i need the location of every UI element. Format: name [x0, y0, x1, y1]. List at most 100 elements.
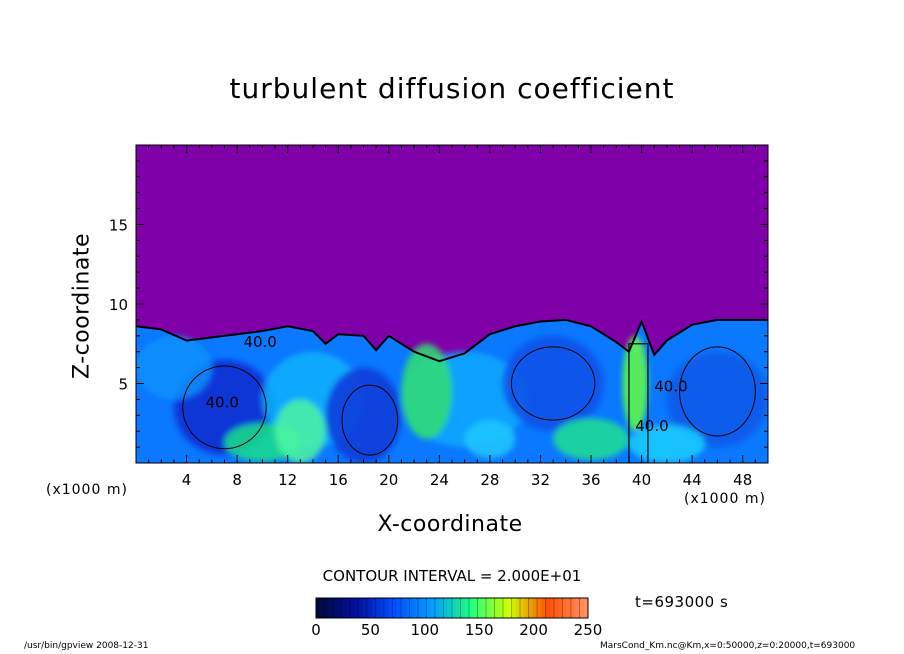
colorbar-segment	[367, 598, 372, 618]
colorbar-segment	[354, 598, 359, 618]
x-tick-label: 12	[278, 471, 297, 489]
colorbar-frame	[315, 597, 589, 619]
contour-label-2: 40.0	[654, 377, 687, 395]
eddy-blob-1	[136, 335, 212, 400]
colorbar-segment	[503, 598, 508, 618]
colorbar-segment	[401, 598, 406, 618]
eddy-blob-5	[502, 335, 604, 432]
y-tick-label: 15	[109, 217, 128, 235]
colorbar-segment	[422, 598, 427, 618]
colorbar-segment	[511, 598, 517, 618]
colorbar-segment	[490, 598, 495, 618]
colorbar-segment	[443, 598, 449, 618]
boundary-layer-contour	[136, 318, 768, 363]
plume-contour	[628, 343, 649, 463]
colorbar-segment	[460, 598, 466, 618]
colorbar-segment	[494, 598, 500, 618]
eddy-blob-8	[275, 399, 326, 463]
colorbar-segment	[541, 598, 546, 618]
colorbar-segment	[439, 598, 444, 618]
colorbar-segment	[362, 598, 368, 618]
x-tick-label: 40	[632, 471, 651, 489]
colorbar-tick-label: 250	[574, 621, 603, 639]
colorbar-segment	[447, 598, 453, 618]
time-label: t=693000 s	[635, 593, 729, 611]
colorbar-segment	[430, 598, 436, 618]
colorbar-tick-label: 0	[311, 621, 321, 639]
colorbar-segment	[532, 598, 538, 618]
x-tick-label: 32	[531, 471, 550, 489]
colorbar-tick-label: 100	[410, 621, 439, 639]
x-axis-unit: (x1000 m)	[684, 491, 766, 507]
chart-title: turbulent diffusion coefficient	[229, 72, 675, 105]
colorbar-segment	[350, 598, 355, 618]
colorbar-segment	[481, 598, 487, 618]
colorbar-segment	[320, 598, 325, 618]
colorbar-segment	[486, 598, 491, 618]
eddy-blob-3	[325, 367, 402, 463]
colorbar-segment	[384, 598, 389, 618]
colorbar-segment	[371, 598, 376, 618]
colorbar-segment	[583, 598, 589, 618]
colorbar-segment	[418, 598, 423, 618]
colorbar-segment	[477, 598, 483, 618]
colorbar-segment	[328, 598, 334, 618]
colorbar-segment	[524, 598, 529, 618]
footer-left-info: /usr/bin/gpview 2008-12-31	[24, 641, 149, 651]
colorbar-segment	[469, 598, 474, 618]
colorbar-segment	[337, 598, 342, 618]
contour-loop-0	[182, 365, 267, 450]
eddy-blob-9	[401, 343, 452, 440]
colorbar-segment	[426, 598, 432, 618]
contour-loop-3	[679, 346, 756, 437]
colorbar-segment	[566, 598, 572, 618]
x-tick-label: 48	[733, 471, 752, 489]
colorbar-segment	[456, 598, 461, 618]
x-tick-label: 28	[480, 471, 499, 489]
colorbar-segment	[379, 598, 385, 618]
eddy-field	[136, 335, 768, 463]
colorbar-segment	[409, 598, 415, 618]
contour-loop-2	[510, 346, 596, 421]
colorbar-segment	[520, 598, 525, 618]
contour-label-0: 40.0	[243, 333, 276, 351]
colorbar-segment	[413, 598, 419, 618]
colorbar-segment	[392, 598, 398, 618]
colorbar-segment	[324, 598, 330, 618]
x-tick-label: 16	[329, 471, 348, 489]
colorbar-segment	[358, 598, 364, 618]
colorbar-segment	[579, 598, 585, 618]
colorbar-segment	[515, 598, 521, 618]
plot-field: 40.0 40.0 40.0 40.0	[136, 145, 768, 463]
colorbar-segment	[554, 598, 559, 618]
colorbar-tick-label: 50	[361, 621, 380, 639]
colorbar-segment	[562, 598, 568, 618]
x-tick-label: 24	[430, 471, 449, 489]
eddy-blob-10	[464, 420, 516, 459]
x-tick-label: 44	[683, 471, 702, 489]
x-axis-label: X-coordinate	[377, 512, 523, 537]
colorbar-segment	[473, 598, 478, 618]
colorbar-segment	[345, 598, 351, 618]
colorbar-tick-label: 150	[465, 621, 494, 639]
colorbar-segment	[452, 598, 457, 618]
x-tick-label: 36	[581, 471, 600, 489]
x-tick-label: 4	[182, 471, 192, 489]
colorbar-segment	[549, 598, 555, 618]
colorbar-segment	[537, 598, 542, 618]
contour-label-3: 40.0	[635, 417, 668, 435]
colorbar-tick-label: 200	[519, 621, 548, 639]
colorbar-segment	[375, 598, 381, 618]
colorbar-segment	[396, 598, 402, 618]
colorbar-segment	[435, 598, 440, 618]
y-tick-label: 5	[118, 376, 128, 394]
x-tick-label: 8	[232, 471, 242, 489]
colorbar-segment	[575, 598, 580, 618]
colorbar-segment	[464, 598, 470, 618]
x-tick-label: 20	[379, 471, 398, 489]
colorbar-segment	[545, 598, 551, 618]
contour-label-1: 40.0	[206, 393, 239, 411]
contour-interval-label: CONTOUR INTERVAL = 2.000E+01	[322, 567, 582, 585]
colorbar: 0 50 100 150 200 250	[311, 597, 603, 639]
